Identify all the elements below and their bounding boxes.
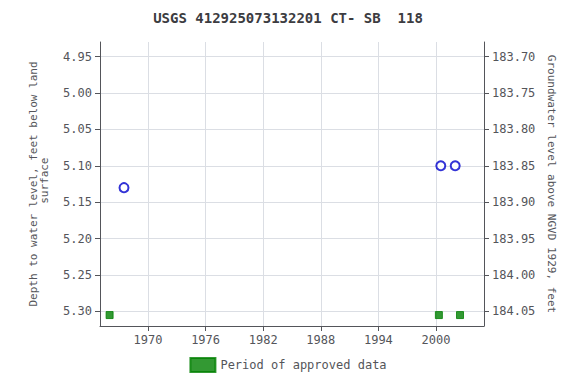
svg-text:5.05: 5.05 (63, 122, 92, 136)
svg-text:1970: 1970 (134, 333, 163, 347)
svg-text:surface: surface (38, 158, 51, 211)
svg-text:USGS 412925073132201 CT- SB 1: USGS 412925073132201 CT- SB 118 (153, 10, 423, 26)
svg-text:Period of approved data: Period of approved data (220, 358, 386, 372)
svg-text:183.80: 183.80 (492, 122, 535, 136)
svg-text:183.70: 183.70 (492, 50, 535, 64)
svg-text:5.30: 5.30 (63, 304, 92, 318)
svg-text:184.00: 184.00 (492, 268, 535, 282)
svg-text:5.10: 5.10 (63, 159, 92, 173)
svg-text:183.85: 183.85 (492, 159, 535, 173)
svg-text:1988: 1988 (306, 333, 335, 347)
svg-text:183.95: 183.95 (492, 232, 535, 246)
svg-text:1982: 1982 (249, 333, 278, 347)
svg-text:183.90: 183.90 (492, 195, 535, 209)
svg-text:2000: 2000 (422, 333, 451, 347)
svg-text:5.25: 5.25 (63, 268, 92, 282)
svg-text:Groundwater level above NGVD 1: Groundwater level above NGVD 1929, feet (545, 55, 558, 313)
svg-text:184.05: 184.05 (492, 304, 535, 318)
svg-text:5.15: 5.15 (63, 195, 92, 209)
svg-text:5.00: 5.00 (63, 86, 92, 100)
svg-text:4.95: 4.95 (63, 50, 92, 64)
svg-text:1976: 1976 (191, 333, 220, 347)
svg-text:5.20: 5.20 (63, 232, 92, 246)
svg-text:1994: 1994 (364, 333, 393, 347)
svg-text:Depth to water level, feet bel: Depth to water level, feet below land (27, 61, 40, 307)
svg-text:183.75: 183.75 (492, 86, 535, 100)
